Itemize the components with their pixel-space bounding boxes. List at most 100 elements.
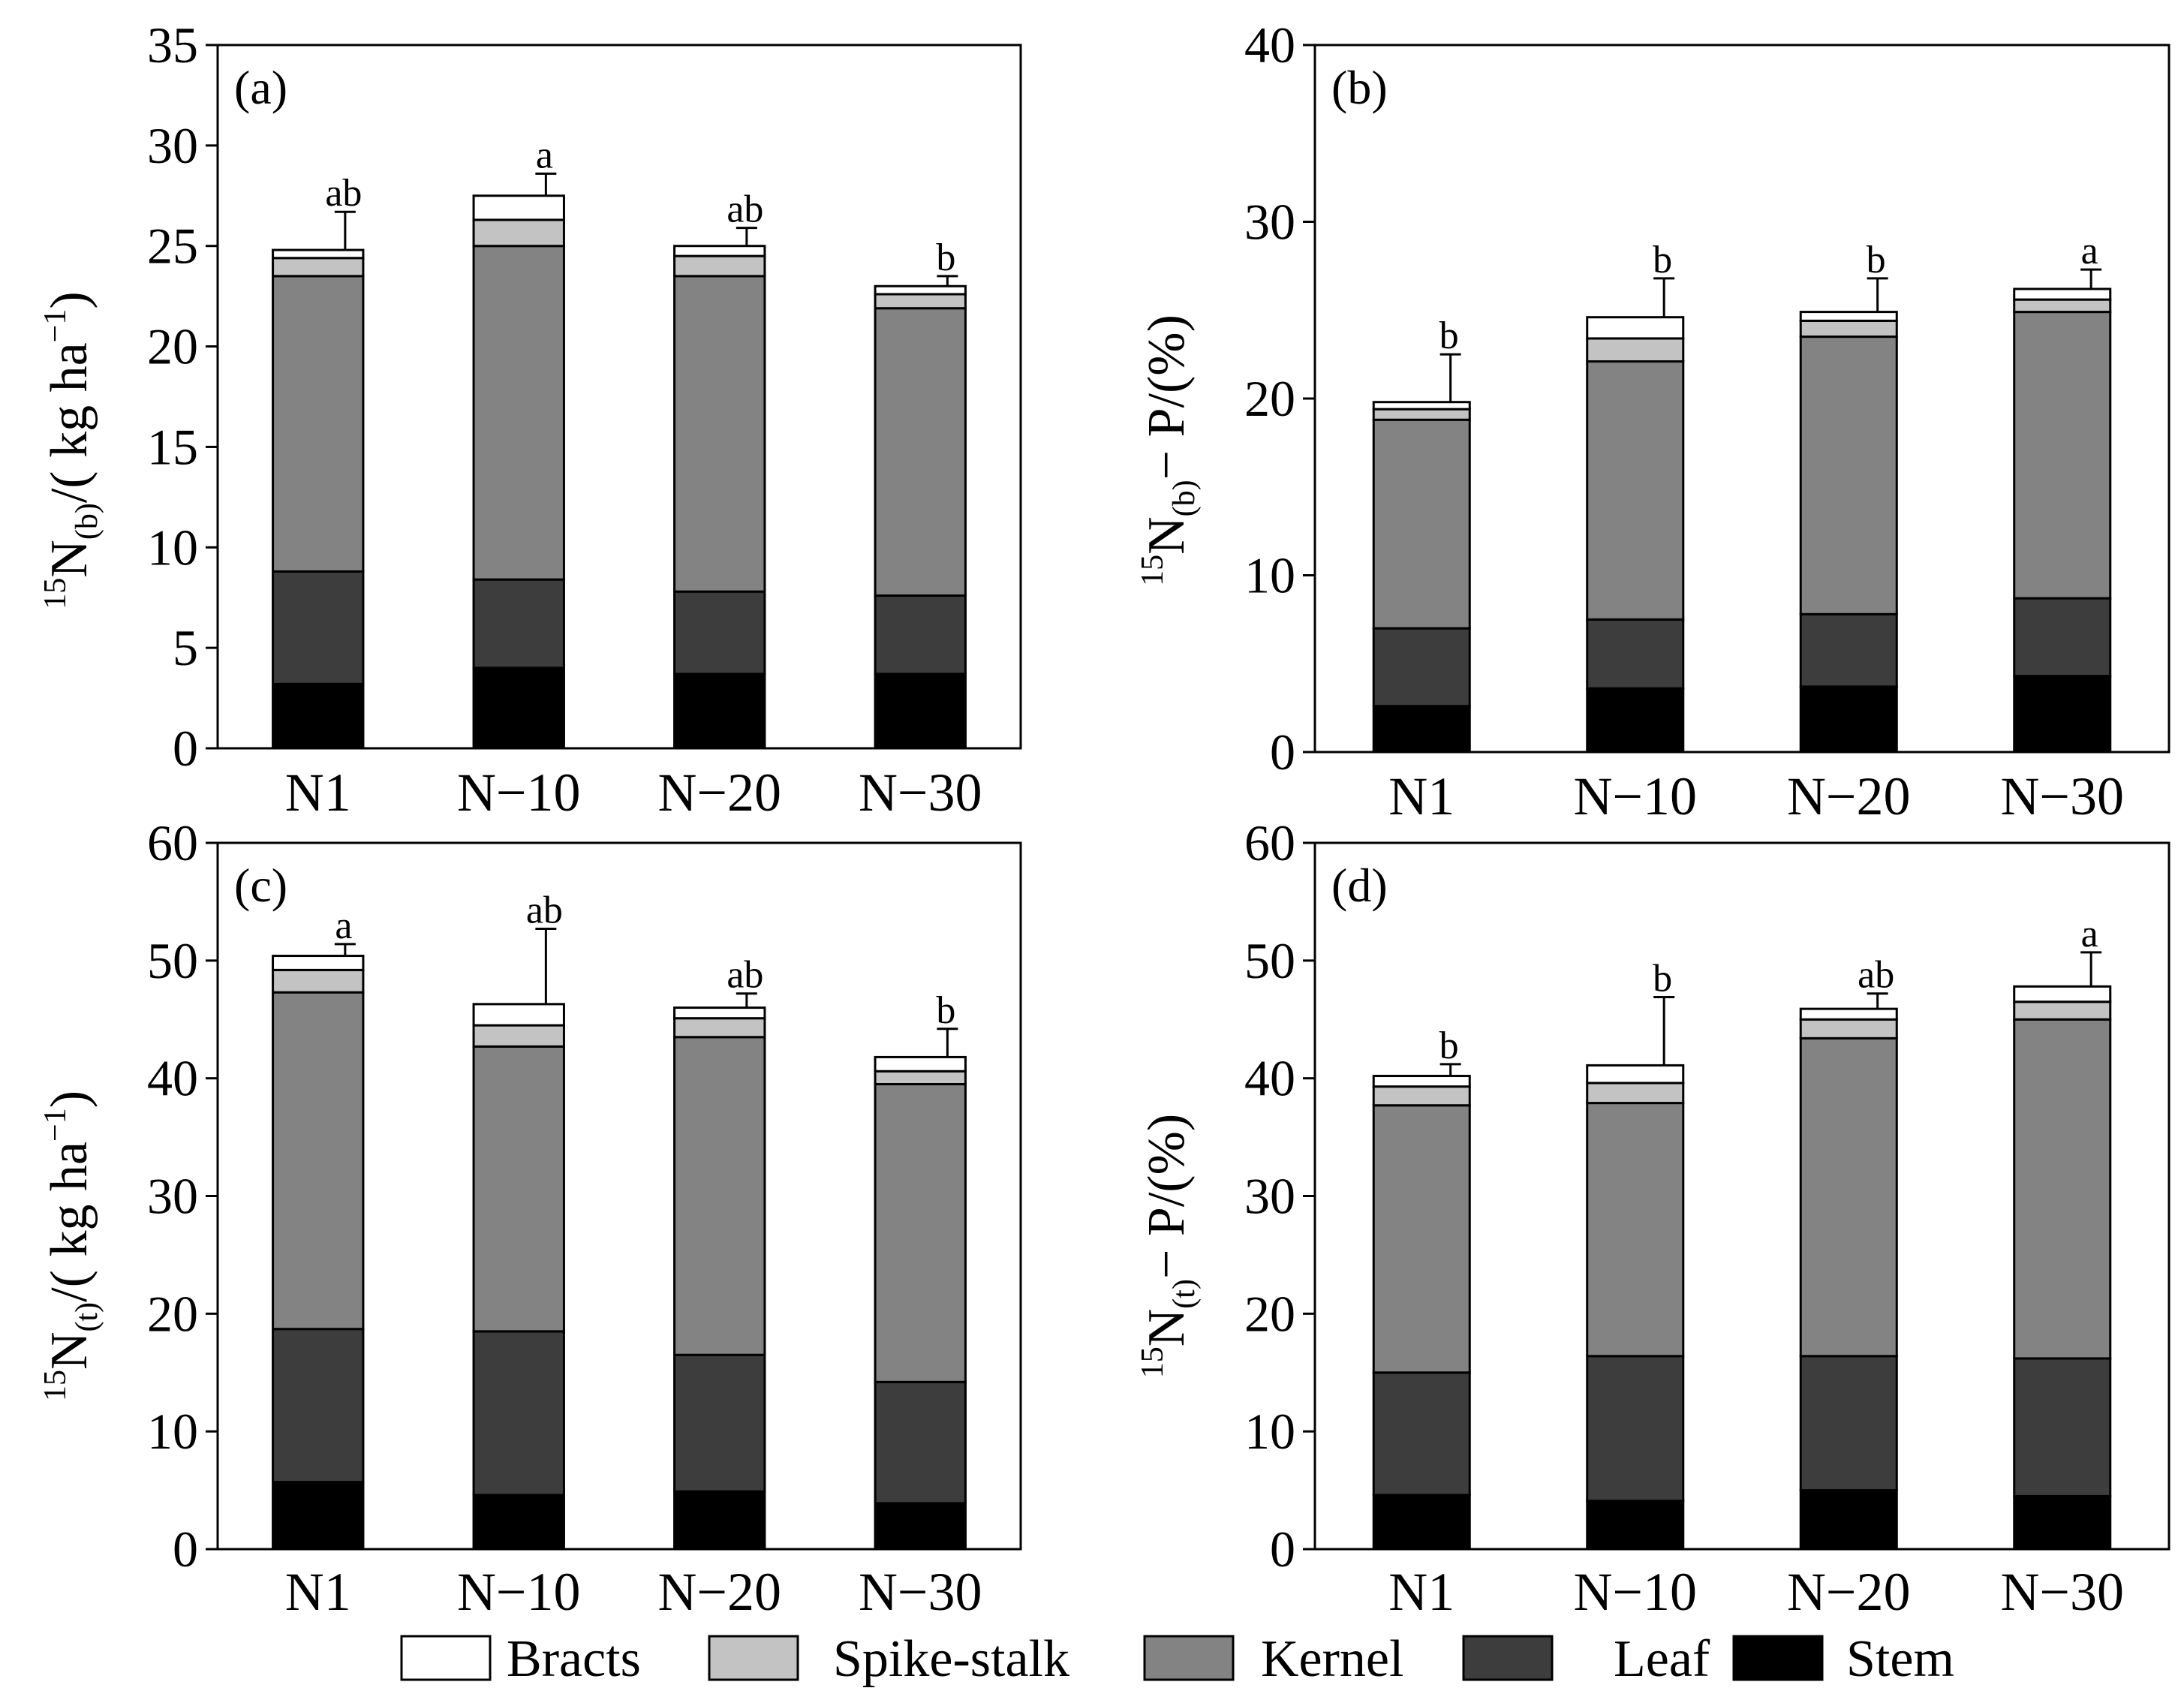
bar-spike-stalk-1 <box>1586 337 1685 363</box>
bar-stem-2 <box>1799 1489 1898 1551</box>
bar-stem-2 <box>673 1490 766 1551</box>
bar-bracts-0 <box>1372 401 1471 411</box>
bar-leaf-3 <box>874 594 967 675</box>
bar-bracts-0 <box>272 248 365 260</box>
legend-swatch-stem <box>1732 1635 1824 1681</box>
bar-stem-1 <box>472 666 565 750</box>
bar-spike-stalk-0 <box>272 257 365 278</box>
bar-stem-0 <box>272 682 365 750</box>
legend-label: Kernel <box>1261 1630 1403 1688</box>
x-tick-label: N−10 <box>1573 766 1697 826</box>
bar-bracts-1 <box>472 1003 565 1027</box>
bar-leaf-2 <box>1799 1355 1898 1492</box>
y-tick-label: 40 <box>1244 1050 1295 1107</box>
bar-kernel-1 <box>472 245 565 581</box>
chart-panel-2: 0 10 20 30 40 50 60 a N1 ab N−10 ab N−20 b N−30 (c) 15N(… <box>38 814 1022 1622</box>
bar-stem-0 <box>272 1481 365 1551</box>
bar-kernel-0 <box>1372 418 1471 630</box>
significance-letter: a <box>2081 913 2098 955</box>
y-tick-label: 10 <box>1244 547 1295 604</box>
x-tick-label: N1 <box>1388 766 1454 826</box>
bar-kernel-3 <box>874 307 967 597</box>
y-axis-label: 15N(b)/( kg ha−1) <box>38 291 104 609</box>
legend-swatch-leaf <box>1462 1635 1554 1681</box>
significance-letter: b <box>936 236 955 279</box>
bar-kernel-3 <box>874 1083 967 1383</box>
bar-stem-3 <box>2013 1494 2112 1551</box>
bar-spike-stalk-0 <box>1372 1085 1471 1107</box>
bar-leaf-1 <box>1586 618 1685 690</box>
y-tick-label: 50 <box>1244 932 1295 989</box>
y-tick-label: 10 <box>147 519 198 576</box>
x-tick-label: N−10 <box>457 1562 581 1622</box>
y-tick-label: 20 <box>1244 1285 1295 1342</box>
y-tick-label: 20 <box>147 318 198 375</box>
legend-label: Leaf <box>1614 1630 1710 1688</box>
significance-letter: b <box>1653 957 1672 1000</box>
bar-leaf-3 <box>2013 597 2112 678</box>
bar-kernel-2 <box>673 1036 766 1356</box>
bar-spike-stalk-1 <box>1586 1082 1685 1105</box>
bar-leaf-2 <box>673 590 766 675</box>
y-axis-label: 15N(t)/( kg ha−1) <box>38 1091 104 1401</box>
y-tick-label: 0 <box>1270 1521 1295 1578</box>
bar-kernel-3 <box>2013 1018 2112 1360</box>
chart-panel-0: 0 5 10 15 20 25 30 35 ab N1 a N−10 ab N−20 b N−30 (a) 15N… <box>38 17 1022 823</box>
bar-kernel-0 <box>1372 1104 1471 1374</box>
bar-stem-0 <box>1372 1494 1471 1551</box>
bar-bracts-3 <box>874 284 967 296</box>
significance-letter: b <box>1439 314 1459 357</box>
bar-stem-3 <box>2013 675 2112 754</box>
bar-spike-stalk-3 <box>874 1070 967 1086</box>
chart-panel-3: 0 10 20 30 40 50 60 b N1 b N−10 ab N−20 a N−30 (d) 15N(t… <box>1136 814 2170 1622</box>
y-tick-label: 10 <box>1244 1403 1295 1460</box>
bar-leaf-0 <box>1372 627 1471 708</box>
y-tick-label: 40 <box>147 1050 198 1107</box>
bar-bracts-3 <box>2013 287 2112 301</box>
y-tick-label: 50 <box>147 932 198 989</box>
bar-spike-stalk-3 <box>2013 298 2112 314</box>
significance-letter: ab <box>325 172 362 215</box>
significance-letter: ab <box>1858 954 1894 997</box>
bar-kernel-1 <box>1586 360 1685 621</box>
significance-letter: a <box>335 904 352 947</box>
x-tick-label: N−30 <box>2000 766 2124 826</box>
bar-spike-stalk-2 <box>1799 1018 1898 1040</box>
y-tick-label: 25 <box>147 218 198 275</box>
significance-letter: b <box>1867 239 1886 281</box>
x-tick-label: N1 <box>285 763 351 823</box>
bar-leaf-2 <box>1799 612 1898 688</box>
x-tick-label: N−20 <box>1787 1562 1911 1622</box>
y-tick-label: 30 <box>147 117 198 174</box>
bar-kernel-0 <box>272 275 365 573</box>
y-tick-label: 60 <box>147 814 198 871</box>
y-tick-label: 20 <box>147 1285 198 1342</box>
bar-leaf-0 <box>1372 1371 1471 1497</box>
legend-swatch-bracts <box>400 1635 492 1681</box>
bar-stem-2 <box>673 672 766 750</box>
plot-frame <box>216 44 1022 750</box>
x-tick-label: N1 <box>1388 1562 1454 1622</box>
bar-bracts-2 <box>1799 1007 1898 1021</box>
x-tick-label: N−20 <box>657 1562 781 1622</box>
bar-spike-stalk-1 <box>472 218 565 248</box>
y-tick-label: 5 <box>173 619 198 676</box>
legend-label: Spike-stalk <box>833 1630 1069 1688</box>
legend-label: Stem <box>1846 1630 1954 1688</box>
panel-label: (b) <box>1331 61 1388 114</box>
bar-leaf-0 <box>272 1328 365 1484</box>
significance-letter: a <box>2081 230 2098 272</box>
bar-kernel-0 <box>272 991 365 1331</box>
bar-stem-2 <box>1799 685 1898 754</box>
significance-letter: b <box>936 989 955 1032</box>
chart-panel-1: 0 10 20 30 40 b N1 b N−10 b N−20 a N−30 (b) 15N(b)− P/… <box>1136 17 2170 826</box>
bar-leaf-3 <box>874 1380 967 1505</box>
legend: Bracts Spike-stalk Kernel Leaf Stem <box>400 1630 1954 1688</box>
bar-leaf-0 <box>272 570 365 685</box>
x-tick-label: N−10 <box>457 763 581 823</box>
significance-letter: b <box>1653 239 1672 281</box>
bar-spike-stalk-3 <box>2013 1000 2112 1021</box>
significance-letter: ab <box>726 954 763 997</box>
x-tick-label: N−10 <box>1573 1562 1697 1622</box>
bar-stem-1 <box>1586 1500 1685 1551</box>
